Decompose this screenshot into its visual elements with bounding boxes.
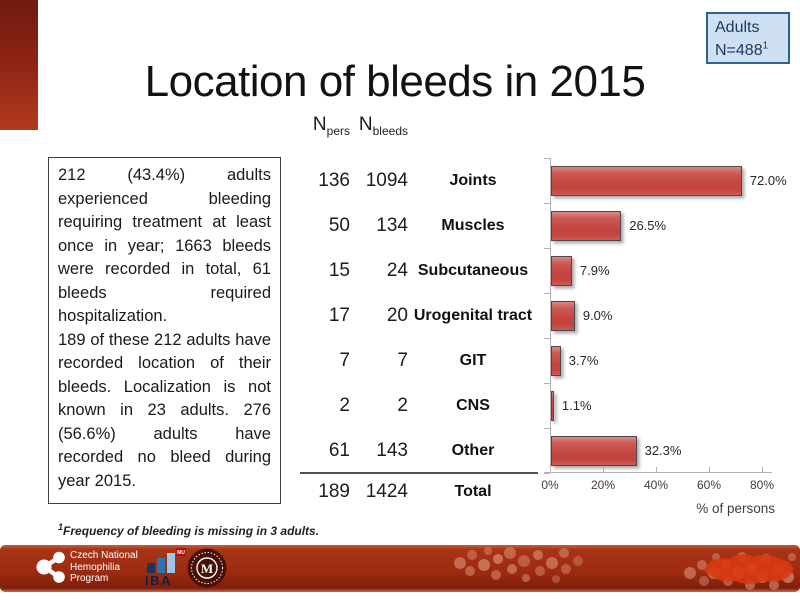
category-label: Subcutaneous	[417, 261, 529, 279]
bar-cell: 72.0%	[538, 158, 800, 203]
x-tick-label: 40%	[643, 478, 669, 492]
table-row: 15 24 Subcutaneous 7.9%	[290, 248, 800, 293]
summary-text-box: 212 (43.4%) adults experienced bleeding …	[48, 157, 281, 504]
chart-bar	[551, 435, 637, 466]
iba-logo-text: IBA	[145, 573, 172, 588]
nbleeds-value: 1094	[365, 169, 408, 191]
category-label: Joints	[449, 171, 497, 189]
table-row: 2 2 CNS 1.1%	[290, 383, 800, 428]
bar-value-label: 3.7%	[568, 353, 599, 368]
table-total-row: 189 1424 Total	[290, 475, 800, 509]
mu-label: MU	[177, 550, 185, 556]
table-and-chart-rows: 136 1094 Joints 72.0% 50 134 Muscles 26.…	[290, 158, 800, 473]
npers-value: 61	[328, 439, 350, 461]
bar-cell: 26.5%	[538, 203, 800, 248]
nbleeds-value: 134	[376, 214, 408, 236]
chart-y-axis-line	[550, 158, 551, 473]
badge-n-value: N=4881	[715, 40, 769, 60]
footnote: 1Frequency of bleeding is missing in 3 a…	[58, 522, 319, 538]
cnhp-logo-text: Czech National Hemophilia Program	[70, 550, 138, 584]
chart-x-axis-ticks	[550, 467, 763, 472]
bar-cell: 7.9%	[538, 248, 800, 293]
nbleeds-value: 24	[386, 259, 408, 281]
bar-cell: 9.0%	[538, 293, 800, 338]
footnote-text: Frequency of bleeding is missing in 3 ad…	[63, 524, 320, 538]
nbleeds-value: 7	[397, 349, 408, 371]
footnote-marker: 1	[58, 522, 64, 532]
nbleeds-value: 20	[386, 304, 408, 326]
chart-bar	[551, 210, 622, 241]
npers-value: 7	[339, 349, 350, 371]
bar-value-label: 32.3%	[644, 443, 682, 458]
masaryk-university-seal-icon: M	[187, 548, 227, 588]
npers-value: 136	[318, 169, 350, 191]
page-title: Location of bleeds in 2015	[144, 57, 646, 107]
iba-logo-icon: MU	[147, 548, 186, 573]
chart-bar	[551, 165, 742, 196]
bar-value-label: 1.1%	[561, 398, 592, 413]
total-nbleeds-value: 1424	[365, 481, 408, 502]
chart-y-axis-ticks	[544, 158, 550, 474]
table-header-row: Npers Nbleeds	[290, 110, 800, 142]
category-label: CNS	[456, 396, 490, 414]
chart-x-axis-title: % of persons	[696, 501, 775, 516]
seal-letter: M	[201, 561, 213, 576]
footer-banner-graphic: MU M	[0, 545, 800, 592]
nbleeds-value: 2	[397, 394, 408, 416]
chart-bar	[551, 345, 561, 376]
table-row: 136 1094 Joints 72.0%	[290, 158, 800, 203]
category-label: Urogenital tract	[413, 306, 533, 324]
x-tick-label: 20%	[590, 478, 616, 492]
table-row: 7 7 GIT 3.7%	[290, 338, 800, 383]
table-total-separator	[300, 472, 538, 474]
badge-population-label: Adults	[715, 19, 760, 36]
chart-bar	[551, 255, 572, 286]
cnhp-logo-icon	[36, 551, 65, 583]
nbleeds-value: 143	[376, 439, 408, 461]
category-label: Other	[451, 441, 495, 459]
npers-value: 2	[339, 394, 350, 416]
npers-value: 17	[328, 304, 350, 326]
chart-bar	[551, 390, 554, 421]
npers-value: 15	[328, 259, 350, 281]
table-row: 17 20 Urogenital tract 9.0%	[290, 293, 800, 338]
total-label: Total	[454, 483, 492, 500]
x-tick-label: 60%	[696, 478, 722, 492]
adults-count-badge: Adults N=4881	[706, 12, 790, 64]
column-header-npers: Npers	[312, 114, 350, 138]
bar-cell: 3.7%	[538, 338, 800, 383]
bar-value-label: 26.5%	[629, 218, 667, 233]
summary-paragraph-2: 189 of these 212 adults have recorded lo…	[58, 330, 271, 490]
x-tick-label: 80%	[749, 478, 775, 492]
badge-footnote-marker: 1	[762, 40, 769, 52]
table-row: 50 134 Muscles 26.5%	[290, 203, 800, 248]
x-tick-label: 0%	[541, 478, 559, 492]
footer-banner: MU M Czech National Hemophilia Program I…	[0, 545, 800, 592]
category-label: GIT	[459, 351, 487, 369]
bar-value-label: 72.0%	[749, 173, 787, 188]
bar-cell: 1.1%	[538, 383, 800, 428]
chart-bar	[551, 300, 575, 331]
chart-x-axis-line	[544, 472, 772, 473]
chart-x-tick-labels: 0% 20% 40% 60% 80%	[541, 478, 774, 494]
total-npers-value: 189	[318, 481, 350, 502]
czech-map-shape	[704, 554, 794, 584]
category-label: Muscles	[441, 216, 505, 234]
bar-cell: 32.3%	[538, 428, 800, 473]
bar-value-label: 7.9%	[579, 263, 610, 278]
npers-value: 50	[328, 214, 350, 236]
bar-value-label: 9.0%	[582, 308, 613, 323]
column-header-nbleeds: Nbleeds	[358, 114, 408, 138]
summary-paragraph-1: 212 (43.4%) adults experienced bleeding …	[58, 166, 271, 325]
table-row: 61 143 Other 32.3%	[290, 428, 800, 473]
left-accent-bar	[0, 0, 38, 130]
